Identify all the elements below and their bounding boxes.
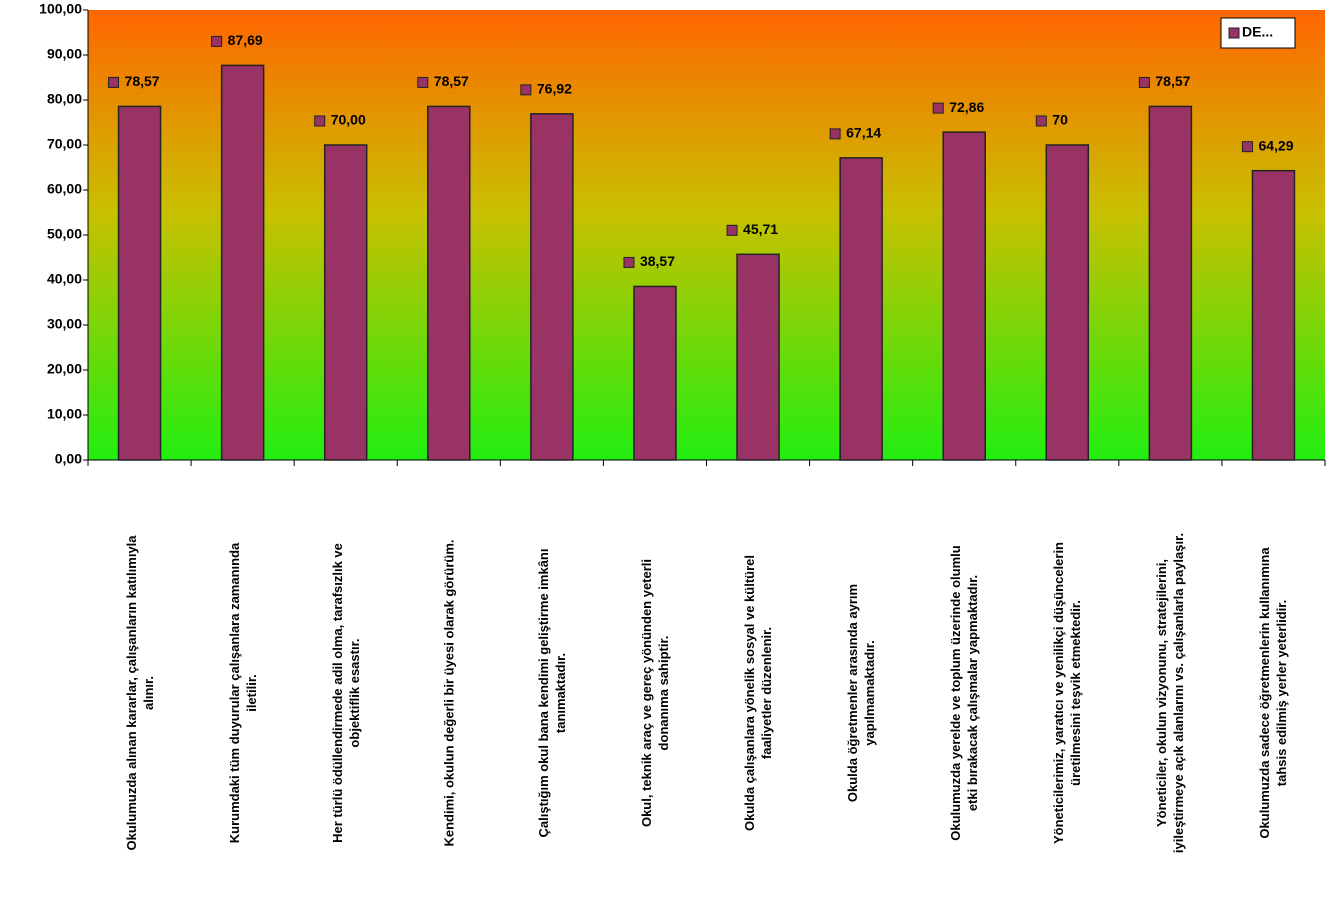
x-tick-label: Okulumuzda alınan kararlar, çalışanların… [123,535,156,851]
x-tick-label: Okulumuzda sadece öğretmenlerin kullanım… [1257,547,1290,839]
value-label: 70 [1052,112,1068,128]
value-label: 45,71 [743,221,778,237]
y-tick-label: 30,00 [47,316,82,332]
label-marker [932,102,944,114]
label-marker [417,76,429,88]
x-tick-label: Okul, teknik araç ve gereç yönünden yete… [638,558,671,828]
y-tick-label: 40,00 [47,271,82,287]
x-tick-label: Her türlü ödüllendirmede adil olma, tara… [329,543,362,843]
label-marker [1138,76,1150,88]
x-tick-label: Yöneticiler, okulun vizyonunu, stratejil… [1154,532,1187,854]
value-label: 78,57 [125,73,160,89]
label-marker [108,76,120,88]
value-label: 64,29 [1258,137,1293,153]
label-marker [623,256,635,268]
legend-label: DE... [1242,24,1273,40]
bar [736,253,780,461]
bar [1045,144,1090,461]
label-marker [211,35,223,47]
y-tick-label: 0,00 [55,451,82,467]
bar [117,105,162,461]
y-tick-label: 60,00 [47,181,82,197]
label-marker [726,224,738,236]
legend-marker [1228,27,1240,39]
bar [839,157,883,461]
value-label: 38,57 [640,253,675,269]
bar [1251,169,1296,461]
x-tick-label: Okulda öğretmenler arasında ayrım yapılm… [845,583,878,803]
bar [323,144,368,461]
bar [220,64,265,461]
label-marker [520,84,532,96]
value-label: 78,57 [434,73,469,89]
y-tick-label: 10,00 [47,406,82,422]
bar [942,131,986,461]
legend [1220,17,1296,49]
y-tick-label: 20,00 [47,361,82,377]
x-tick-label: Çalıştığım okul bana kendimi geliştirme … [535,548,568,838]
value-label: 70,00 [331,112,366,128]
label-marker [1241,141,1253,153]
y-tick-label: 70,00 [47,136,82,152]
y-tick-label: 50,00 [47,226,82,242]
x-tick-label: Okulumuzda yerelde ve toplum üzerinde ol… [948,545,981,841]
plot-area [88,10,1325,460]
x-tick-label: Kendimi, okulun değerli bir üyesi olarak… [441,539,457,847]
label-marker [1035,115,1047,127]
x-tick-label: Kurumdaki tüm duyurular çalışanlara zama… [226,542,259,844]
y-tick-label: 80,00 [47,91,82,107]
y-tick-label: 90,00 [47,46,82,62]
bar [427,105,471,461]
y-tick-label: 100,00 [39,1,82,17]
label-marker [314,115,326,127]
x-tick-label: Yöneticilerimiz, yaratıcı ve yenilikçi d… [1051,542,1084,845]
value-label: 76,92 [537,81,572,97]
bar [530,113,574,461]
value-label: 67,14 [846,125,881,141]
value-label: 72,86 [949,99,984,115]
bar [633,285,677,461]
bar [1148,105,1193,461]
value-label: 78,57 [1155,73,1190,89]
x-tick-label: Okulda çalışanlara yönelik sosyal ve kül… [742,554,775,832]
label-marker [829,128,841,140]
value-label: 87,69 [228,32,263,48]
